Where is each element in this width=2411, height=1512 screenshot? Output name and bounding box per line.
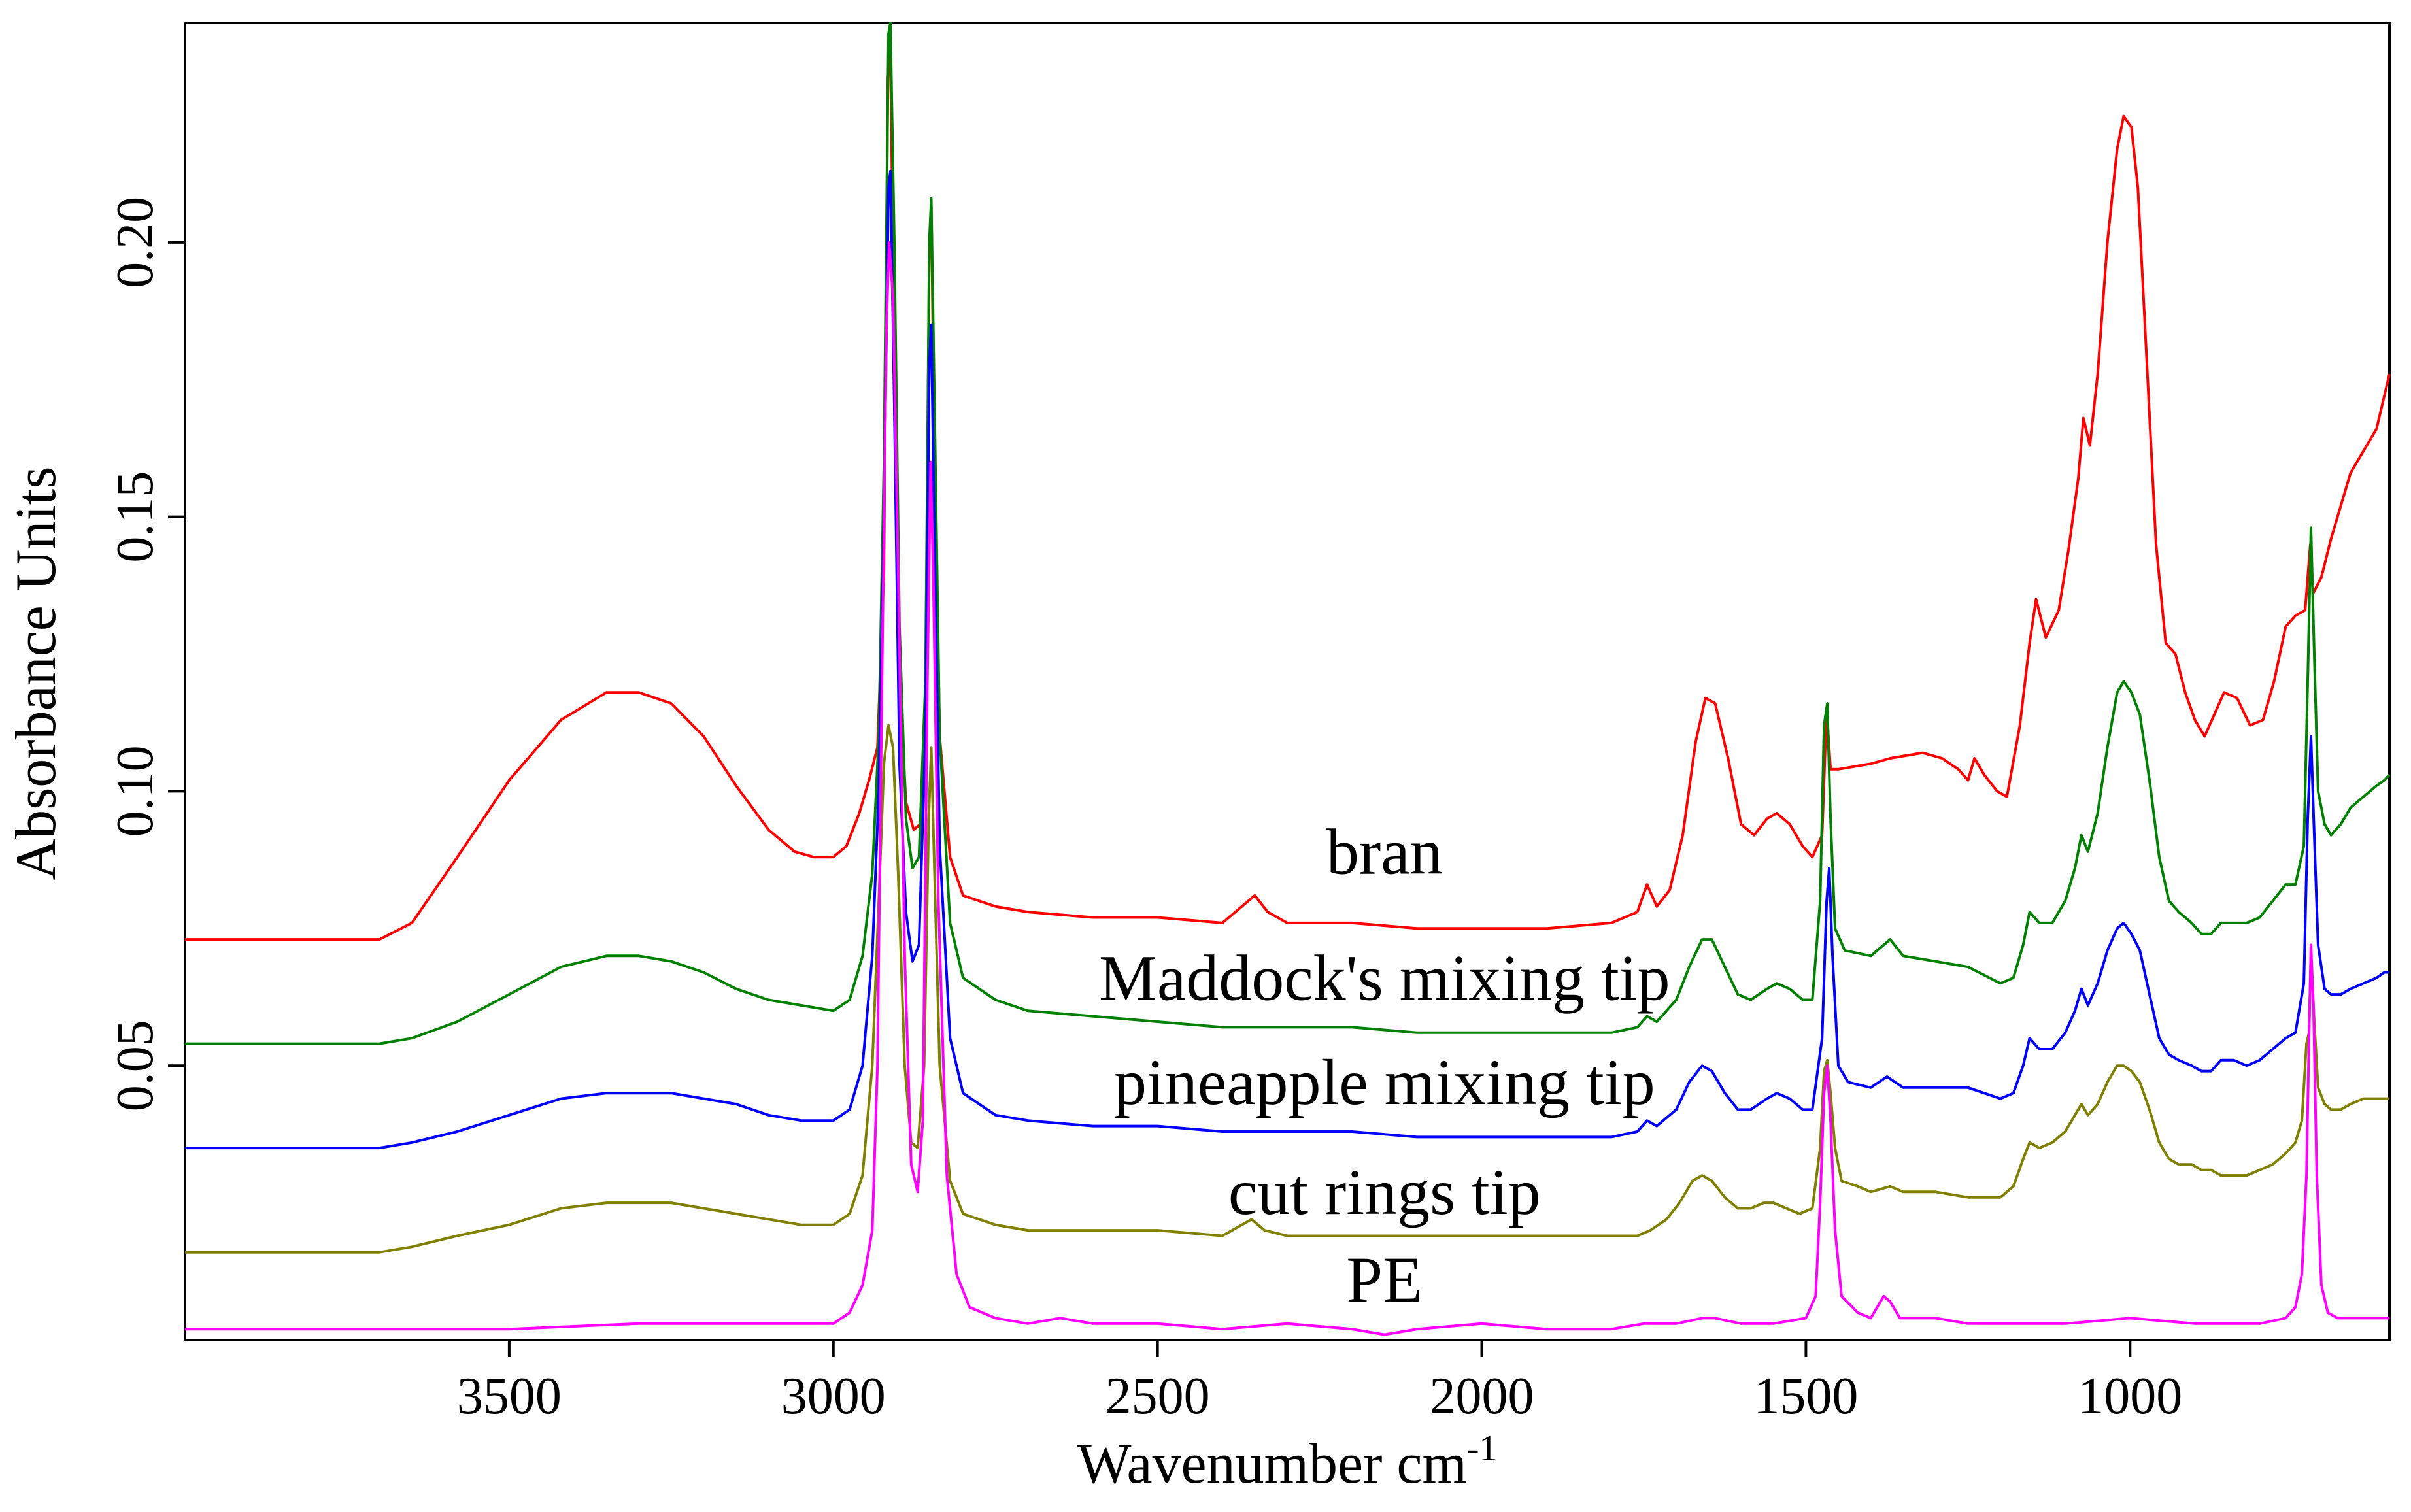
- series-label-pe: PE: [1346, 1243, 1423, 1316]
- plot-area: 3500 3000 2500 2000 1500 1000 0.05 0.10 0.15 0.2…: [107, 22, 2391, 1425]
- x-tick-label: 2000: [1430, 1368, 1534, 1425]
- x-axis-title-superscript: -1: [1467, 1428, 1498, 1469]
- x-tick-label: 3500: [457, 1368, 562, 1425]
- plot-frame: [184, 22, 2391, 1341]
- y-tick-label: 0.15: [107, 471, 164, 563]
- y-axis-ticks: 0.05 0.10 0.15 0.20: [107, 197, 185, 1111]
- x-axis-ticks: 3500 3000 2500 2000 1500 1000: [457, 1340, 2182, 1425]
- series-label-bran: bran: [1326, 815, 1443, 888]
- series-labels: bran Maddock's mixing tip pineapple mixing…: [1099, 815, 1670, 1316]
- series-line-pe: [185, 241, 2389, 1336]
- x-tick-label: 2500: [1105, 1368, 1210, 1425]
- series-label-pineapple-mixing-tip: pineapple mixing tip: [1114, 1046, 1655, 1118]
- y-axis-title: Absorbance Units: [5, 467, 68, 881]
- y-tick-label: 0.05: [107, 1020, 164, 1111]
- series-label-cut-rings-tip: cut rings tip: [1228, 1156, 1541, 1228]
- x-tick-label: 1000: [2078, 1368, 2182, 1425]
- x-tick-label: 1500: [1753, 1368, 1858, 1425]
- spectra-series: [185, 22, 2391, 1336]
- series-line-bran: [185, 49, 2391, 941]
- series-line-cut-rings-tip: [185, 724, 2389, 1254]
- y-tick-label: 0.20: [107, 197, 164, 288]
- series-line-maddock-s-mixing-tip: [185, 22, 2391, 1045]
- y-tick-label: 0.10: [107, 745, 164, 837]
- x-tick-label: 3000: [781, 1368, 886, 1425]
- x-axis-title: Wavenumber cm-1: [1077, 1428, 1497, 1496]
- series-label-maddock-s-mixing-tip: Maddock's mixing tip: [1099, 941, 1670, 1014]
